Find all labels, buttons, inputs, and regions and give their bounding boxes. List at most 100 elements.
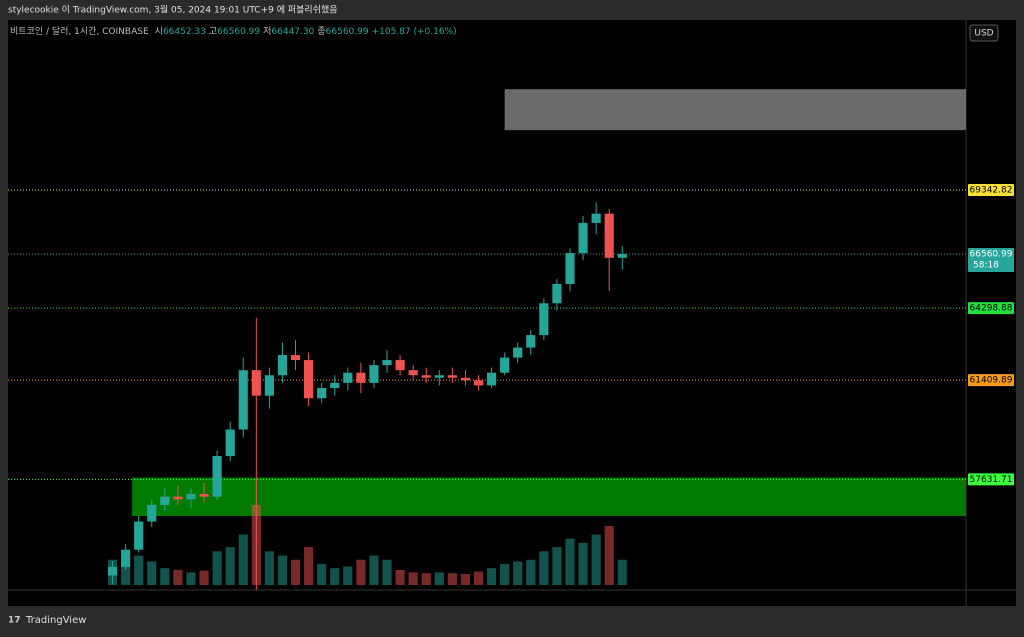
volume-bar xyxy=(369,555,379,585)
candle-body xyxy=(238,370,248,430)
volume-bar xyxy=(539,551,549,585)
volume-bar xyxy=(460,574,471,585)
price-label: 66560.99 xyxy=(970,250,1013,260)
volume-bar xyxy=(513,561,523,585)
candle-body xyxy=(460,377,471,381)
ohlc-value: 66560.99 xyxy=(326,27,369,37)
volume-bar xyxy=(186,572,196,585)
volume-bar xyxy=(500,563,510,585)
price-label-bg xyxy=(968,374,1014,387)
volume-bar xyxy=(304,547,314,585)
currency-button[interactable] xyxy=(969,24,999,42)
candle-body xyxy=(500,357,510,373)
volume-bar xyxy=(212,551,222,585)
candle-body xyxy=(539,303,549,336)
candle-body xyxy=(487,372,497,386)
plot: 75000.0073000.0071000.0069000.0068000.00… xyxy=(8,89,966,590)
candle-body xyxy=(356,372,366,383)
zone xyxy=(132,477,966,517)
candle-body xyxy=(304,360,314,399)
zone xyxy=(504,89,966,131)
volume-bar xyxy=(238,534,248,585)
candle-body xyxy=(526,335,536,348)
candle-body xyxy=(408,370,418,376)
volume-bar xyxy=(160,568,170,585)
currency-label[interactable]: USD xyxy=(974,29,993,39)
candle-body xyxy=(395,360,405,371)
volume-bar xyxy=(434,572,444,585)
candle-body xyxy=(369,365,379,383)
candle-body xyxy=(225,429,235,457)
ohlc-label: 저 xyxy=(263,26,271,37)
candle-body xyxy=(147,504,157,522)
volume-bar xyxy=(421,573,431,585)
volume-bar xyxy=(121,563,131,585)
volume-bar xyxy=(225,547,235,585)
volume-bar xyxy=(173,569,183,585)
candle-body xyxy=(251,370,261,396)
candle-body xyxy=(290,355,301,361)
volume-bar xyxy=(199,570,209,585)
candle-body xyxy=(330,382,340,388)
price-label: 69342.82 xyxy=(970,185,1013,195)
volume-bar xyxy=(395,569,405,585)
change: +105.87 (+0.16%) xyxy=(372,27,457,37)
candle-body xyxy=(578,222,588,254)
candle-body xyxy=(277,355,288,376)
ohlc-label: 고 xyxy=(209,27,217,37)
candle-body xyxy=(617,254,627,258)
header-title: stylecookie 이 TradingView.com, 3월 05, 20… xyxy=(8,4,338,16)
volume-bar xyxy=(447,573,457,585)
volume-bar xyxy=(330,568,340,585)
price-label: 57631.71 xyxy=(970,475,1013,485)
footer-brand: TradingView xyxy=(25,615,86,626)
candle-body xyxy=(107,566,118,576)
candle-body xyxy=(343,372,353,383)
price-label: 64298.88 xyxy=(970,304,1013,314)
price-label-bg xyxy=(968,248,1014,273)
volume-bar xyxy=(147,561,157,585)
candle-body xyxy=(186,493,196,500)
price-label-bg xyxy=(968,302,1014,315)
volume-bar xyxy=(565,538,575,585)
volume-bar xyxy=(473,571,484,585)
candle-body xyxy=(160,496,170,505)
candle-body xyxy=(552,283,562,304)
candle-body xyxy=(565,253,575,284)
ohlc-label: 시 xyxy=(155,26,163,37)
candle-body xyxy=(591,213,601,223)
volume-bar xyxy=(134,555,144,585)
candle-body xyxy=(421,375,431,378)
price-label: 61409.89 xyxy=(970,376,1013,386)
volume-bar xyxy=(591,534,601,585)
symbol-legend: 비트코인 / 달러, 1시간, COINBASE 시66452.33 고66560.… xyxy=(10,25,457,37)
candle-body xyxy=(513,347,523,358)
ohlc-label: 종 xyxy=(317,26,325,37)
candle-body xyxy=(434,375,444,378)
volume-bar xyxy=(526,559,536,585)
countdown: 58:18 xyxy=(973,261,999,271)
candle-body xyxy=(382,360,392,366)
candle-body xyxy=(173,496,183,500)
symbol: 비트코인 / 달러, 1시간, COINBASE xyxy=(10,25,149,37)
candle-body xyxy=(473,380,484,386)
volume-bar xyxy=(317,563,327,585)
volume-bar xyxy=(356,559,366,585)
volume-bar xyxy=(408,572,418,585)
candle-body xyxy=(447,375,457,378)
candle-body xyxy=(264,375,274,396)
volume-bar xyxy=(578,542,588,585)
candle-body xyxy=(212,456,222,497)
volume-bar xyxy=(604,526,614,585)
footer-logo: 𝟭𝟳 xyxy=(8,616,21,626)
volume-bar xyxy=(290,559,301,585)
candle-body xyxy=(121,549,131,567)
candle-body xyxy=(134,521,144,550)
volume-bar xyxy=(617,559,627,585)
candle-body xyxy=(199,493,209,497)
candle-body xyxy=(604,213,614,258)
volume-bar xyxy=(343,566,353,585)
